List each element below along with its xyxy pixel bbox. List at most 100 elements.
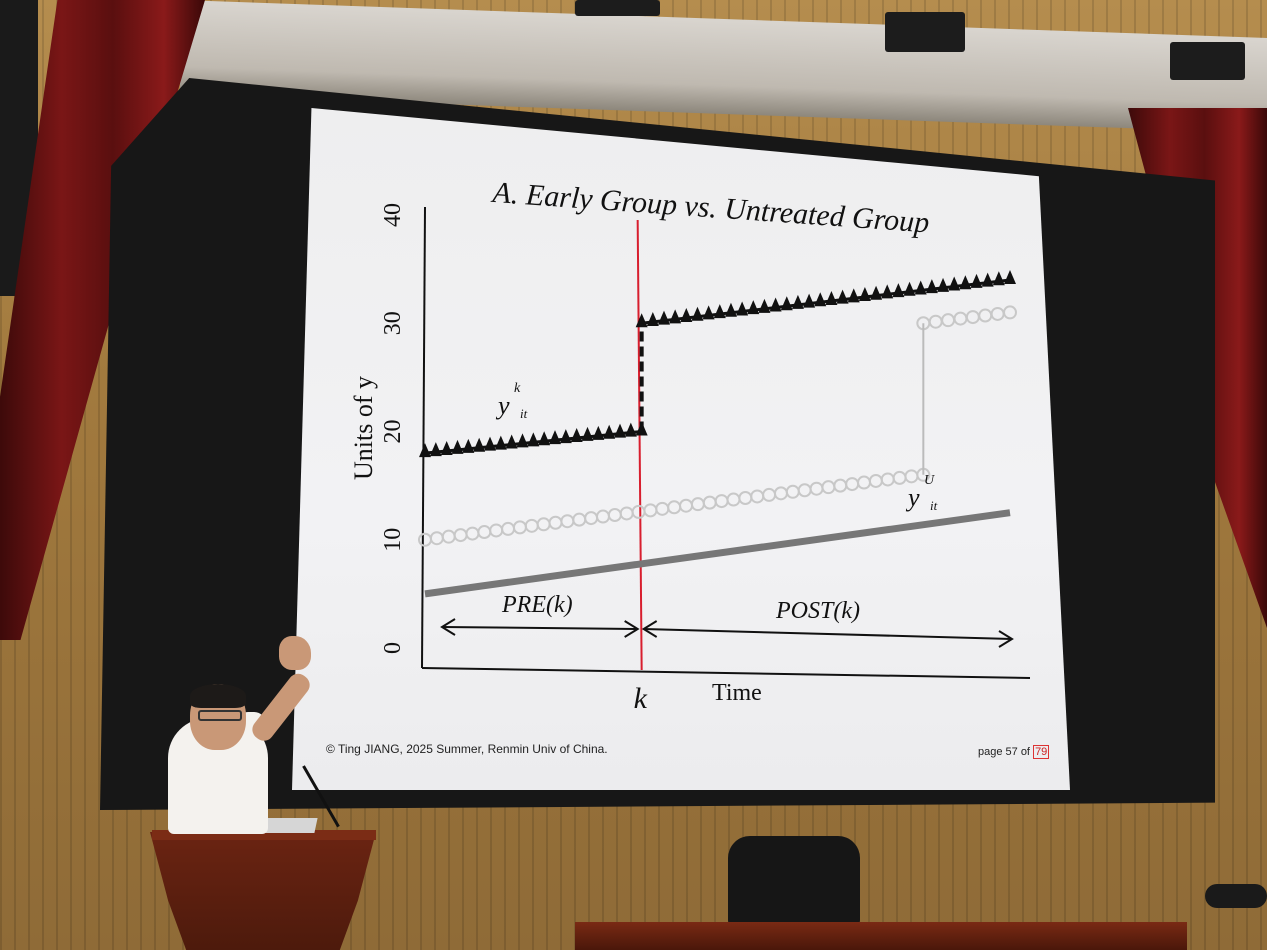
circle-marker bbox=[978, 308, 993, 323]
triangle-marker bbox=[669, 309, 682, 324]
circle-marker bbox=[797, 483, 812, 498]
triangle-marker bbox=[484, 436, 496, 451]
circle-marker bbox=[773, 486, 788, 501]
triangle-marker bbox=[429, 442, 442, 457]
circle-marker bbox=[965, 310, 980, 325]
triangle-marker bbox=[419, 443, 431, 458]
page-prefix: page 57 of bbox=[978, 746, 1034, 758]
circle-marker bbox=[702, 495, 717, 510]
slide-page-number: page 57 of 79 bbox=[978, 745, 1050, 759]
circle-marker bbox=[880, 472, 895, 487]
triangle-marker bbox=[903, 281, 916, 296]
stage-light bbox=[575, 0, 660, 16]
y-tick-label: 40 bbox=[380, 203, 406, 227]
circle-marker bbox=[655, 501, 670, 516]
series-label-sub: it bbox=[930, 498, 938, 513]
page-total-link[interactable]: 79 bbox=[1033, 745, 1050, 759]
triangle-marker bbox=[494, 435, 507, 450]
circle-marker bbox=[560, 514, 575, 529]
triangle-marker bbox=[527, 432, 540, 447]
triangle-marker bbox=[505, 434, 518, 449]
triangle-marker bbox=[959, 275, 972, 290]
triangle-marker bbox=[925, 279, 938, 294]
circle-marker bbox=[750, 489, 765, 504]
series-label-sup: U bbox=[924, 473, 935, 488]
triangle-marker bbox=[462, 438, 475, 453]
circle-marker bbox=[809, 481, 824, 496]
triangle-marker bbox=[570, 427, 583, 442]
circle-marker bbox=[726, 492, 741, 507]
triangle-marker bbox=[538, 431, 551, 446]
circle-marker bbox=[714, 494, 729, 509]
circle-marker bbox=[821, 480, 836, 495]
circle-marker bbox=[845, 477, 860, 492]
x-axis bbox=[421, 667, 1031, 679]
glasses bbox=[198, 710, 242, 721]
post-arrow bbox=[643, 628, 1013, 640]
desk bbox=[575, 922, 1187, 950]
podium bbox=[150, 832, 376, 950]
circle-marker bbox=[548, 515, 563, 530]
circle-marker bbox=[501, 521, 516, 536]
circle-marker bbox=[941, 313, 956, 328]
triangle-marker bbox=[592, 425, 605, 440]
circle-marker bbox=[679, 498, 694, 513]
triangle-marker bbox=[847, 288, 860, 303]
pre-arrow-left-head bbox=[440, 618, 456, 636]
pre-arrow bbox=[441, 626, 638, 630]
series-label-sub: it bbox=[520, 406, 528, 421]
circle-marker bbox=[429, 531, 444, 546]
stool bbox=[1205, 884, 1267, 908]
circle-marker bbox=[892, 470, 907, 485]
triangle-marker bbox=[635, 313, 648, 328]
slide-footer-copyright: © Ting JIANG, 2025 Summer, Renmin Univ o… bbox=[326, 742, 608, 756]
post-arrow-left-head bbox=[641, 620, 658, 638]
circle-marker bbox=[536, 517, 551, 532]
triangle-marker bbox=[948, 276, 961, 291]
stage-light bbox=[885, 12, 965, 52]
triangle-marker bbox=[473, 437, 486, 452]
triangle-marker bbox=[516, 433, 529, 448]
triangle-marker bbox=[937, 277, 950, 292]
circle-marker bbox=[441, 529, 456, 544]
y-axis bbox=[421, 206, 426, 669]
circle-marker bbox=[904, 469, 919, 484]
series-line bbox=[641, 278, 1011, 325]
circle-marker bbox=[785, 484, 800, 499]
circle-marker bbox=[512, 520, 527, 535]
triangle-marker bbox=[724, 302, 737, 317]
circle-marker bbox=[990, 306, 1005, 321]
triangle-marker bbox=[747, 300, 760, 315]
circle-marker bbox=[619, 506, 634, 521]
triangle-marker bbox=[858, 287, 871, 302]
pre-arrow-right-head bbox=[624, 620, 640, 638]
triangle-marker bbox=[992, 271, 1005, 286]
series-label: y bbox=[905, 483, 920, 512]
triangle-marker bbox=[603, 424, 616, 439]
triangle-marker bbox=[769, 297, 782, 312]
triangle-marker bbox=[559, 429, 572, 444]
y-tick-label: 0 bbox=[380, 642, 406, 654]
circle-marker bbox=[524, 518, 539, 533]
post-arrow-right-head bbox=[998, 630, 1014, 648]
triangle-marker bbox=[624, 422, 637, 437]
triangle-marker bbox=[736, 301, 749, 316]
office-chair bbox=[728, 836, 860, 928]
circle-marker bbox=[667, 500, 682, 515]
circle-marker bbox=[1003, 305, 1017, 320]
triangle-marker bbox=[691, 306, 704, 321]
post-label: POST(k) bbox=[775, 598, 860, 624]
circle-marker bbox=[418, 532, 432, 547]
y-axis-label: Units of y bbox=[349, 376, 378, 480]
circle-marker bbox=[833, 478, 848, 493]
triangle-marker bbox=[914, 280, 927, 295]
triangle-marker bbox=[791, 294, 804, 309]
circle-marker bbox=[453, 528, 468, 543]
circle-marker bbox=[607, 508, 622, 523]
triangle-marker bbox=[836, 289, 849, 304]
triangle-marker bbox=[614, 423, 626, 438]
series-line bbox=[424, 509, 1011, 598]
triangle-marker bbox=[970, 273, 983, 288]
stage-light bbox=[1170, 42, 1245, 80]
circle-marker bbox=[928, 314, 943, 329]
